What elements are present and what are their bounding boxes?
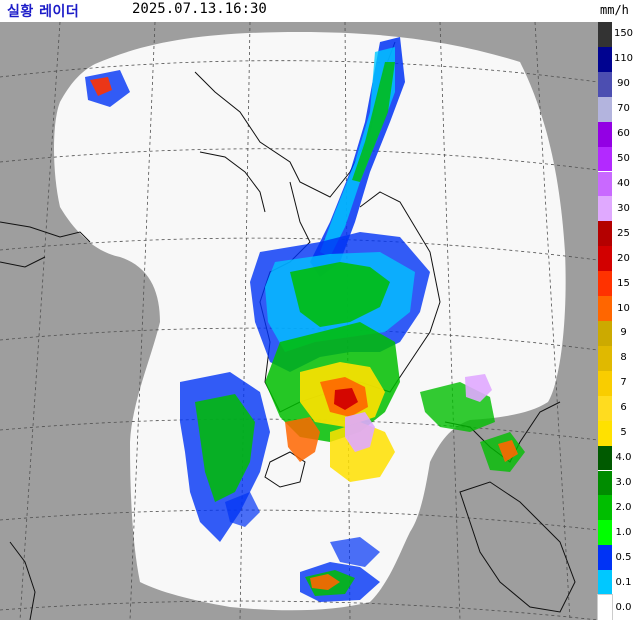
legend-entry: 0.5: [598, 545, 635, 571]
legend-entry: 40: [598, 171, 635, 197]
precipitation-echoes: [85, 37, 525, 602]
legend-color-swatch: [598, 296, 612, 321]
radar-map[interactable]: [0, 22, 598, 620]
legend-value-label: 9: [620, 327, 627, 339]
legend-value-label: 8: [620, 352, 627, 364]
legend-value-label: 4.0: [615, 452, 632, 464]
legend-entry: 110: [598, 46, 635, 72]
legend-color-swatch: [598, 271, 612, 297]
legend-value-label: 7: [620, 377, 627, 389]
legend-color-swatch: [598, 221, 612, 247]
legend-color-swatch: [598, 196, 612, 222]
precipitation-legend: 150 110 90 70 60 50 40 30 25 20 15 10 9 8 7 6 5 4.0 3.0 2.0…: [597, 22, 635, 620]
legend-value-label: 50: [617, 153, 630, 165]
legend-entry: 6: [598, 395, 635, 421]
legend-value-label: 25: [617, 227, 630, 239]
legend-entry: 0.0: [597, 594, 635, 620]
legend-entry: 90: [598, 71, 635, 97]
legend-value-label: 2.0: [615, 501, 632, 513]
legend-color-swatch: [598, 570, 612, 596]
legend-color-swatch: [598, 370, 612, 396]
legend-value-label: 6: [620, 402, 627, 414]
legend-entry: 8: [598, 345, 635, 371]
legend-value-label: 90: [617, 78, 630, 90]
legend-entry: 3.0: [598, 470, 635, 496]
legend-entry: 0.1: [598, 570, 635, 596]
legend-color-swatch: [598, 345, 612, 371]
legend-color-swatch: [598, 470, 612, 496]
coastlines: [0, 41, 576, 620]
legend-entry: 4.0: [598, 445, 635, 471]
legend-value-label: 0.1: [615, 576, 632, 588]
legend-value-label: 40: [617, 177, 630, 189]
header-bar: 실황 레이더 2025.07.13.16:30 mm/h: [0, 0, 635, 22]
legend-color-swatch: [598, 520, 612, 546]
legend-value-label: 110: [613, 53, 634, 65]
legend-color-swatch: [598, 71, 612, 97]
legend-color-swatch: [598, 495, 612, 521]
legend-entry: 5: [598, 420, 635, 446]
legend-value-label: 5: [620, 427, 627, 439]
legend-color-swatch: [598, 46, 612, 72]
legend-value-label: 0.5: [615, 551, 632, 563]
legend-value-label: 10: [617, 302, 630, 314]
observation-timestamp: 2025.07.13.16:30: [132, 1, 267, 17]
legend-value-label: 20: [617, 252, 630, 264]
legend-color-swatch: [598, 395, 612, 421]
legend-color-swatch: [598, 246, 612, 272]
legend-color-swatch: [598, 22, 612, 47]
legend-value-label: 1.0: [615, 526, 632, 538]
legend-entry: 70: [598, 96, 635, 122]
legend-entry: 25: [598, 221, 635, 247]
radar-map-canvas: [0, 22, 598, 620]
legend-color-swatch: [598, 321, 612, 346]
legend-entry: 30: [598, 196, 635, 222]
legend-value-label: 30: [617, 202, 630, 214]
legend-value-label: 3.0: [615, 476, 632, 488]
page-title: 실황 레이더: [7, 4, 80, 20]
legend-entry: 15: [598, 271, 635, 297]
legend-value-label: 150: [613, 28, 634, 40]
legend-color-swatch: [598, 171, 612, 197]
legend-unit-label: mm/h: [600, 3, 629, 17]
legend-color-swatch: [598, 545, 612, 571]
legend-value-label: 60: [617, 128, 630, 140]
legend-entry: 2.0: [598, 495, 635, 521]
legend-color-swatch: [598, 146, 612, 172]
legend-entry: 20: [598, 246, 635, 272]
legend-entry: 60: [598, 121, 635, 147]
legend-value-label: 15: [617, 277, 630, 289]
legend-color-swatch: [598, 420, 612, 446]
legend-entry: 9: [598, 321, 635, 346]
legend-color-swatch: [598, 96, 612, 122]
legend-value-label: 70: [617, 103, 630, 115]
legend-entry: 50: [598, 146, 635, 172]
legend-entry: 1.0: [598, 520, 635, 546]
lat-lon-grid: [0, 22, 598, 620]
legend-value-label: 0.0: [615, 601, 632, 613]
legend-color-swatch: [597, 594, 613, 620]
legend-color-swatch: [598, 121, 612, 147]
legend-entry: 7: [598, 370, 635, 396]
legend-entry: 10: [598, 296, 635, 321]
legend-entry: 150: [598, 22, 635, 47]
legend-color-swatch: [598, 445, 612, 471]
